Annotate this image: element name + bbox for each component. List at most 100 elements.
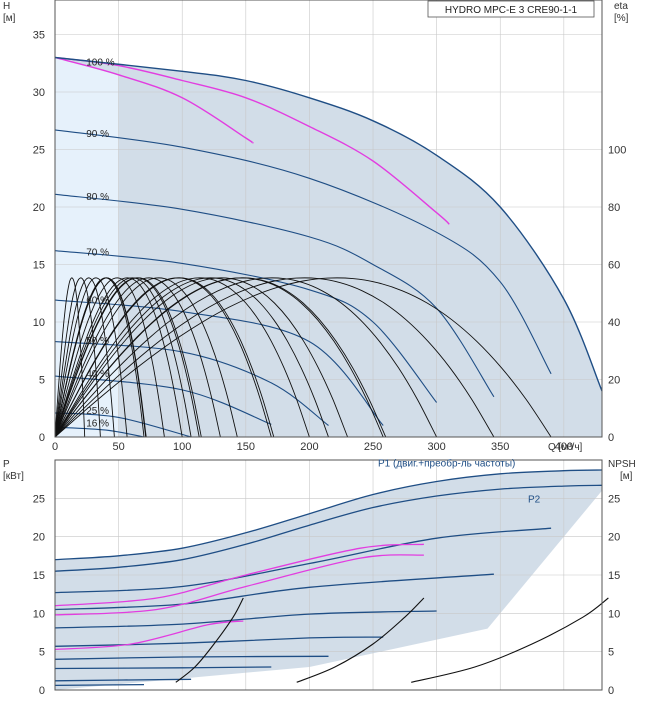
eta-curve-25-3 xyxy=(54,277,192,438)
x-tick-label: 350 xyxy=(491,441,509,453)
title-box xyxy=(427,0,595,18)
npsh-axis-unit: [м] xyxy=(620,471,633,482)
x-tick-label: 0 xyxy=(52,441,58,453)
npsh-tick-label: 15 xyxy=(608,570,620,582)
x-tick-label: 200 xyxy=(300,441,318,453)
eta-curve-90-1 xyxy=(54,277,221,438)
speed-label: 90 % xyxy=(86,129,109,140)
y-axis-label: H xyxy=(3,1,10,12)
y-tick-label: 35 xyxy=(33,30,45,42)
h-curve-90 xyxy=(54,129,552,375)
y2-tick-label: 80 xyxy=(608,202,620,214)
y-tick-label: 10 xyxy=(33,317,45,329)
chart-title: HYDRO MPC-E 3 CRE90-1-1 xyxy=(445,5,578,16)
top-plot-frame xyxy=(54,0,603,438)
p-tick-label: 0 xyxy=(39,685,45,697)
p-curve-100-p2 xyxy=(54,484,603,572)
eta-curve-40-3 xyxy=(54,277,272,438)
y2-axis-unit: [%] xyxy=(614,13,629,24)
y2-tick-label: 0 xyxy=(608,432,614,444)
speed-label: 25 % xyxy=(86,406,109,417)
bottom-plot-frame xyxy=(54,459,603,691)
x-tick-label: 100 xyxy=(173,441,191,453)
eta-curve-60-1 xyxy=(54,277,165,438)
y2-tick-label: 20 xyxy=(608,375,620,387)
npsh-tick-label: 0 xyxy=(608,685,614,697)
eta-curve-70-2 xyxy=(54,277,310,438)
y2-tick-label: 40 xyxy=(608,317,620,329)
speed-label: 60 % xyxy=(86,296,109,307)
p-curve-60 xyxy=(54,636,384,647)
speed-label: 100 % xyxy=(86,58,114,69)
x-tick-label: 250 xyxy=(364,441,382,453)
eta-curve-16-1 xyxy=(54,277,86,438)
x-tick-label: 400 xyxy=(555,441,573,453)
h-curve-70 xyxy=(54,250,438,403)
eta-curve-70-3 xyxy=(54,277,437,438)
speed-label: 40 % xyxy=(86,369,109,380)
p-tick-label: 20 xyxy=(33,532,45,544)
p-curve-100-p1 xyxy=(54,469,603,561)
p-tick-label: 5 xyxy=(39,647,45,659)
y2-tick-label: 60 xyxy=(608,260,620,272)
p-curve-25 xyxy=(54,678,192,682)
h-curve-80 xyxy=(54,193,495,398)
h-curve-100-1p xyxy=(54,56,254,144)
speed-label: 80 % xyxy=(86,192,109,203)
npsh-tick-label: 5 xyxy=(608,647,614,659)
p1-curve-label: P1 (двиг.+преобр-ль частоты) xyxy=(378,458,515,470)
eta-curve-70-1 xyxy=(54,277,183,438)
p-curve-single-pump-0 xyxy=(54,543,424,607)
npsh-axis-label: NPSH xyxy=(608,459,636,470)
p-curve-50 xyxy=(54,655,329,660)
speed-label: 50 % xyxy=(86,336,109,347)
eta-curve-80-3 xyxy=(54,277,495,438)
p-tick-label: 15 xyxy=(33,570,45,582)
y-tick-label: 5 xyxy=(39,375,45,387)
p-curve-90 xyxy=(54,527,552,594)
p-axis-unit: [кВт] xyxy=(3,471,24,482)
eta-curve-60-3 xyxy=(54,277,384,438)
p-curve-single-pump-2 xyxy=(54,620,244,651)
eta-curve-40-2 xyxy=(54,277,200,438)
y-tick-label: 0 xyxy=(39,432,45,444)
speed-label: 70 % xyxy=(86,247,109,258)
y-axis-unit: [м] xyxy=(3,13,16,24)
h-curve-16 xyxy=(54,426,145,438)
eta-curve-16-3 xyxy=(54,277,145,438)
p-axis-label: P xyxy=(3,459,10,470)
npsh-curve-2 xyxy=(411,597,609,683)
eta-curve-25-1 xyxy=(54,277,101,438)
p-tick-label: 25 xyxy=(33,493,45,505)
h-curve-50 xyxy=(54,341,329,426)
p-curve-single-pump-1 xyxy=(54,554,424,616)
x-tick-label: 150 xyxy=(237,441,255,453)
h-curve-100-3p xyxy=(54,56,603,392)
p-curve-40 xyxy=(54,666,272,670)
p2-curve-label: P2 xyxy=(528,494,541,505)
y-tick-label: 30 xyxy=(33,87,45,99)
x-tick-label: 50 xyxy=(112,441,124,453)
x-tick-label: 300 xyxy=(427,441,445,453)
p-tick-label: 10 xyxy=(33,608,45,620)
npsh-tick-label: 20 xyxy=(608,532,620,544)
x-axis-label: Q [м³/ч] xyxy=(548,442,583,453)
y-tick-label: 25 xyxy=(33,145,45,157)
npsh-tick-label: 25 xyxy=(608,493,620,505)
eta-curve-80-2 xyxy=(54,277,349,438)
speed-label: 16 % xyxy=(86,419,109,430)
eta-curve-16-2 xyxy=(54,277,115,438)
y2-tick-label: 100 xyxy=(608,145,626,157)
p-curve-16 xyxy=(54,683,145,687)
y2-axis-label: eta xyxy=(614,1,628,12)
operating-area-top xyxy=(55,57,602,437)
operating-area-bottom xyxy=(55,470,602,690)
p-curve-80 xyxy=(54,573,494,611)
eta-curve-40-1 xyxy=(54,277,128,438)
y-tick-label: 15 xyxy=(33,260,45,272)
npsh-tick-label: 10 xyxy=(608,608,620,620)
h-curve-100-2p xyxy=(54,56,450,225)
y-tick-label: 20 xyxy=(33,202,45,214)
